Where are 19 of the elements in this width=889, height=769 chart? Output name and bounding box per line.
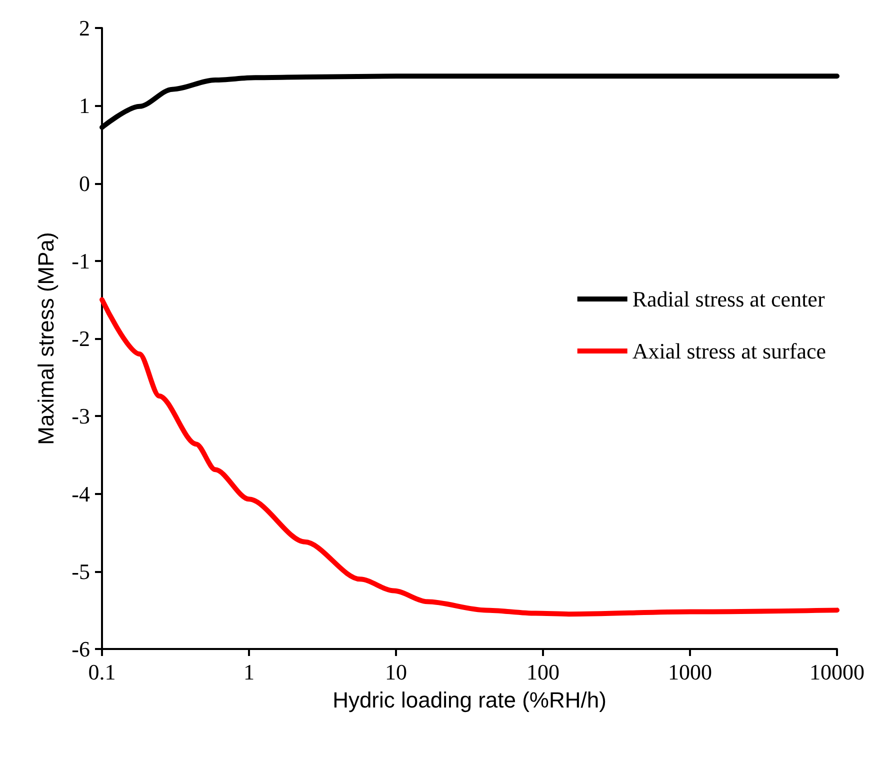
y-tick-label: -3 [72,404,90,429]
y-tick-label: -6 [72,636,90,662]
x-tick-label: 1000 [668,660,712,684]
x-tick-label: 0.1 [88,660,116,684]
x-tick-label: 10 [385,660,407,684]
x-tick-label: 100 [526,660,560,684]
legend-label: Radial stress at center [632,286,826,312]
legend-label: Axial stress at surface [632,338,826,364]
x-tick-label: 1 [244,660,254,684]
x-axis-title: Hydric loading rate (%RH/h) [332,688,606,712]
y-tick-label: 1 [79,93,90,118]
x-tick-label: 10000 [810,660,864,684]
y-tick-label: 0 [79,170,90,196]
y-tick-label: -4 [72,481,90,506]
y-tick-label: -2 [72,326,90,351]
y-tick-label: -5 [72,558,90,584]
y-tick-label: -1 [72,248,90,274]
y-axis-title: Maximal stress (MPa) [34,232,58,445]
y-tick-label: 2 [79,16,90,40]
